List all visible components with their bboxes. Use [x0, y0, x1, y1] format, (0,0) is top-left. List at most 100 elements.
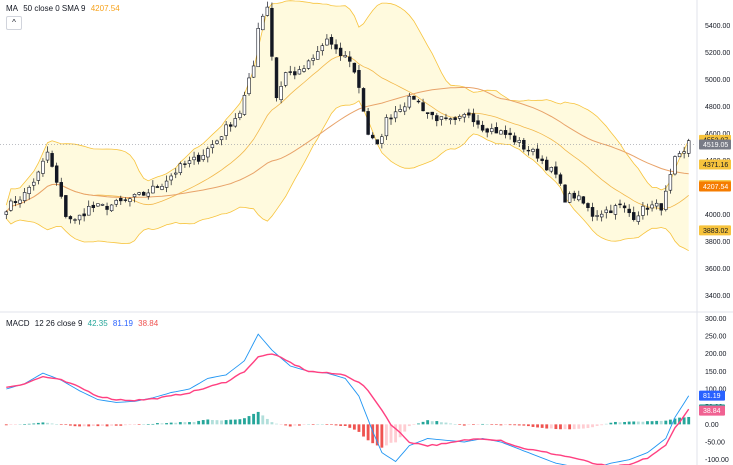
- candle-body: [338, 47, 343, 56]
- macd-histogram-bar: [504, 424, 507, 426]
- candle: [540, 155, 544, 165]
- macd-histogram-bar: [417, 423, 420, 425]
- price-badge-bg: [699, 159, 731, 170]
- candle-body: [228, 124, 233, 127]
- macd-badge: 81.19: [699, 390, 725, 401]
- macd-histogram-bar: [23, 424, 27, 425]
- candle-body: [352, 62, 357, 73]
- macd-histogram-bar: [14, 424, 17, 425]
- candle-body: [682, 151, 686, 154]
- macd-histogram-bar: [623, 422, 627, 425]
- candle-body: [526, 149, 531, 152]
- candle-body: [320, 45, 325, 52]
- candle-body: [650, 204, 654, 209]
- candle-body: [36, 171, 41, 181]
- candle-body: [224, 124, 228, 136]
- macd-histogram-bar: [91, 424, 95, 426]
- candle: [389, 114, 393, 125]
- ma-legend[interactable]: MA 50 close 0 SMA 9 4207.54: [6, 4, 123, 13]
- candle-body: [348, 56, 352, 62]
- candle-body: [9, 200, 13, 211]
- macd-histogram-bar: [4, 424, 8, 426]
- candle-body: [586, 203, 590, 208]
- candle-body: [664, 190, 668, 210]
- macd-histogram-bar: [682, 417, 686, 425]
- candle-body: [114, 200, 118, 205]
- macd-legend-hist: 38.84: [138, 319, 159, 328]
- candle: [293, 66, 297, 80]
- candle-body: [457, 116, 462, 119]
- macd-histogram-bar: [545, 424, 549, 429]
- candle-body: [439, 116, 444, 120]
- candle-body: [590, 207, 595, 217]
- macd-histogram-bar: [646, 421, 649, 425]
- candle-body: [238, 112, 242, 118]
- candle: [100, 203, 105, 206]
- candle-body: [219, 136, 224, 141]
- candle: [686, 138, 691, 158]
- candle: [242, 91, 247, 116]
- candle-body: [622, 205, 627, 209]
- candle-body: [334, 44, 338, 50]
- candle-body: [407, 95, 412, 108]
- candle-body: [517, 140, 521, 143]
- candle: [352, 62, 357, 74]
- candle: [567, 191, 572, 203]
- macd-legend[interactable]: MACD 12 26 close 9 42.35 81.19 38.84: [6, 319, 161, 328]
- macd-histogram-bar: [366, 424, 370, 441]
- candle: [380, 133, 384, 149]
- candle-body: [160, 186, 164, 190]
- macd-histogram-bar: [577, 424, 581, 429]
- candle-body: [293, 71, 297, 76]
- collapse-legend-button[interactable]: ^: [6, 16, 22, 30]
- macd-pane[interactable]: [4, 333, 691, 465]
- price-badge-bg: [699, 139, 731, 150]
- candle-body: [563, 184, 567, 203]
- candle-body: [618, 203, 622, 206]
- macd-histogram-bar: [632, 421, 636, 425]
- candle: [453, 116, 457, 125]
- macd-histogram-bar: [220, 420, 223, 425]
- macd-histogram-bar: [119, 424, 123, 426]
- candle: [407, 92, 412, 110]
- candle-body: [82, 213, 86, 217]
- candle: [219, 136, 224, 146]
- price-axis[interactable]: 3400.003600.003800.004000.004200.004400.…: [696, 0, 731, 465]
- candle: [77, 214, 82, 225]
- candle-body: [256, 28, 260, 68]
- candle: [435, 113, 439, 127]
- candle: [283, 71, 288, 88]
- macd-histogram-bar: [398, 424, 402, 438]
- candle-body: [430, 111, 434, 116]
- candle: [664, 185, 668, 212]
- candle-body: [196, 154, 201, 162]
- candle-body: [398, 109, 402, 112]
- macd-histogram-bar: [403, 424, 407, 432]
- candle-body: [311, 57, 315, 61]
- candle-body: [599, 213, 604, 218]
- candle: [361, 87, 366, 112]
- macd-histogram-bar: [101, 424, 104, 426]
- macd-histogram-bar: [595, 424, 599, 426]
- macd-histogram-bar: [559, 424, 562, 430]
- macd-histogram-bar: [133, 424, 136, 425]
- candle-body: [169, 175, 173, 181]
- candle-body: [581, 196, 586, 204]
- candle: [393, 105, 398, 123]
- price-pane[interactable]: [0, 0, 733, 313]
- candle-body: [206, 148, 210, 158]
- candle: [462, 112, 467, 123]
- macd-histogram-bar: [243, 418, 246, 425]
- candle-body: [668, 174, 673, 191]
- candle-body: [595, 215, 599, 217]
- macd-badge-bg: [699, 390, 725, 401]
- candle: [421, 98, 425, 112]
- candle: [187, 156, 192, 168]
- macd-histogram-bar: [444, 422, 448, 425]
- price-badge-label: 4371.16: [703, 162, 728, 169]
- candle: [41, 158, 45, 177]
- macd-histogram-bar: [385, 424, 388, 446]
- bollinger-middle-line: [5, 55, 689, 213]
- candle: [659, 203, 663, 216]
